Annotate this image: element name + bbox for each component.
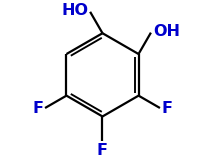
Text: OH: OH bbox=[152, 24, 179, 39]
Text: F: F bbox=[33, 101, 43, 116]
Text: HO: HO bbox=[61, 3, 88, 18]
Text: F: F bbox=[96, 143, 108, 158]
Text: F: F bbox=[161, 101, 171, 116]
